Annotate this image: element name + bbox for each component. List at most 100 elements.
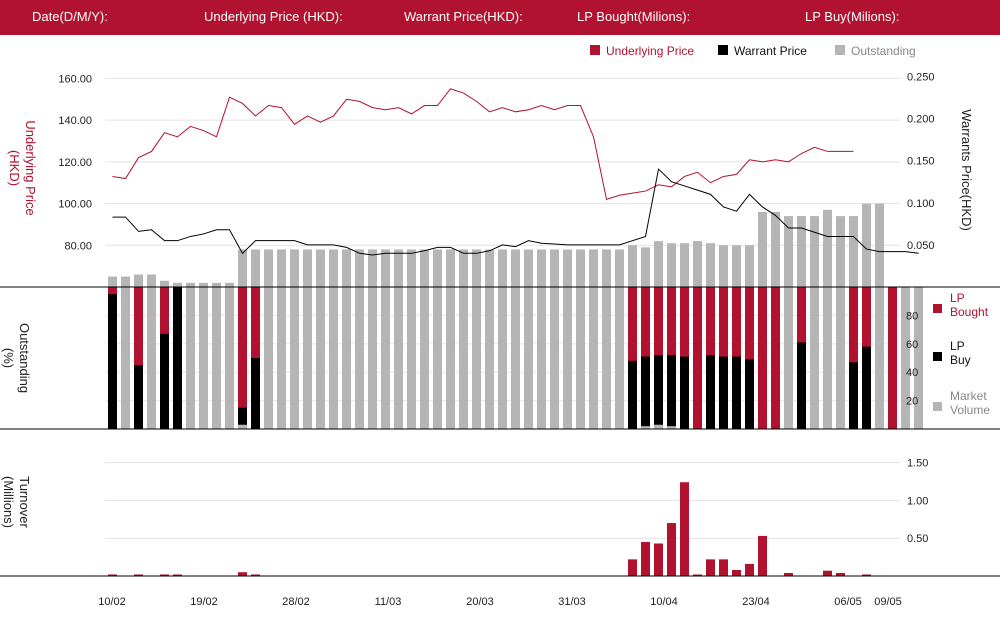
outstanding-bar <box>654 241 663 287</box>
outstanding-bar <box>550 249 559 287</box>
outstanding-bar <box>199 282 208 287</box>
outstanding-bar <box>407 287 416 429</box>
turnover-bar <box>667 523 676 576</box>
outstanding-bar <box>446 249 455 287</box>
y-tick-label-right: 0.250 <box>907 71 935 83</box>
y-axis-title-mid-unit: (%) <box>1 348 16 368</box>
outstanding-bar <box>225 287 234 429</box>
lp-buy-bar <box>706 355 715 429</box>
outstanding-bar <box>472 287 481 429</box>
outstanding-bar <box>914 287 923 429</box>
outstanding-bar <box>745 245 754 287</box>
turnover-bar <box>732 569 741 576</box>
turnover-bar <box>706 559 715 576</box>
y-tick-label-left: 140.00 <box>58 115 92 127</box>
x-tick-label: 28/02 <box>282 596 310 608</box>
outstanding-bar <box>264 249 273 287</box>
y-tick-label-mid: 20 <box>906 396 918 408</box>
turnover-bar <box>823 570 832 576</box>
outstanding-bar <box>173 282 182 287</box>
y-tick-label-left: 80.00 <box>64 240 92 252</box>
outstanding-bar <box>485 287 494 429</box>
turnover-bar <box>134 574 143 576</box>
outstanding-bar <box>875 203 884 287</box>
turnover-bar <box>719 559 728 576</box>
outstanding-bar <box>186 287 195 429</box>
outstanding-bar <box>537 287 546 429</box>
outstanding-bar <box>862 203 871 287</box>
outstanding-bar <box>511 249 520 287</box>
outstanding-bar <box>290 287 299 429</box>
y-tick-label-bottom: 0.50 <box>907 533 928 545</box>
market-volume-bar <box>641 426 650 429</box>
outstanding-bar <box>277 287 286 429</box>
outstanding-bar <box>394 249 403 287</box>
x-tick-label: 09/05 <box>874 596 902 608</box>
outstanding-bar <box>706 243 715 287</box>
legend-label: Buy <box>950 353 971 367</box>
outstanding-bar <box>823 287 832 429</box>
turnover-bar <box>251 574 260 576</box>
outstanding-bar <box>498 287 507 429</box>
warrant-price-line <box>112 168 919 256</box>
outstanding-bar <box>407 249 416 287</box>
outstanding-bar <box>732 245 741 287</box>
outstanding-bar <box>420 249 429 287</box>
outstanding-bar <box>459 287 468 429</box>
market-volume-bar <box>654 424 663 429</box>
outstanding-bar <box>225 282 234 287</box>
outstanding-bar <box>563 249 572 287</box>
outstanding-bar <box>394 287 403 429</box>
lp-buy-bar <box>108 294 117 429</box>
turnover-bar <box>745 563 754 576</box>
outstanding-bar <box>147 287 156 429</box>
lp-buy-bar <box>641 356 650 429</box>
y-axis-title-left-unit: (HKD) <box>7 150 22 186</box>
turnover-bar <box>641 541 650 576</box>
outstanding-bar <box>355 249 364 287</box>
outstanding-bar <box>472 249 481 287</box>
outstanding-bar <box>823 209 832 287</box>
y-tick-label-left: 120.00 <box>58 157 92 169</box>
legend-swatch <box>933 304 942 313</box>
outstanding-bar <box>329 249 338 287</box>
turnover-bar <box>784 572 793 576</box>
outstanding-bar <box>212 287 221 429</box>
outstanding-bar <box>537 249 546 287</box>
warrant-price-label: Warrant Price(HKD): <box>404 9 523 24</box>
outstanding-bar <box>875 287 884 429</box>
outstanding-bar <box>238 249 247 287</box>
outstanding-bar <box>511 287 520 429</box>
x-tick-label: 19/02 <box>190 596 218 608</box>
outstanding-bar <box>771 211 780 287</box>
outstanding-bar <box>290 249 299 287</box>
outstanding-bar <box>524 249 533 287</box>
legend-swatch <box>718 45 728 55</box>
x-tick-label: 10/04 <box>650 596 678 608</box>
y-tick-label-left: 160.00 <box>58 73 92 85</box>
y-tick-label-bottom: 1.00 <box>907 495 928 507</box>
turnover-bar <box>238 572 247 576</box>
y-axis-title-bottom: Turnover <box>17 476 32 528</box>
outstanding-bar <box>576 287 585 429</box>
x-tick-label: 31/03 <box>558 596 586 608</box>
outstanding-bar <box>498 249 507 287</box>
outstanding-bar <box>381 287 390 429</box>
outstanding-bar <box>277 249 286 287</box>
legend-label: Volume <box>950 403 990 417</box>
outstanding-bar <box>615 249 624 287</box>
outstanding-bar <box>589 287 598 429</box>
outstanding-bar <box>433 287 442 429</box>
outstanding-bar <box>693 241 702 287</box>
outstanding-bar <box>342 287 351 429</box>
outstanding-bar <box>836 216 845 287</box>
header-bar: Date(D/M/Y): Underlying Price (HKD): War… <box>0 0 1000 35</box>
outstanding-bar <box>628 245 637 287</box>
lp-buy-bar <box>160 333 169 429</box>
turnover-bar <box>173 574 182 576</box>
outstanding-bar <box>784 216 793 287</box>
outstanding-bar <box>524 287 533 429</box>
outstanding-bar <box>836 287 845 429</box>
outstanding-bar <box>719 245 728 287</box>
outstanding-bar <box>485 249 494 287</box>
